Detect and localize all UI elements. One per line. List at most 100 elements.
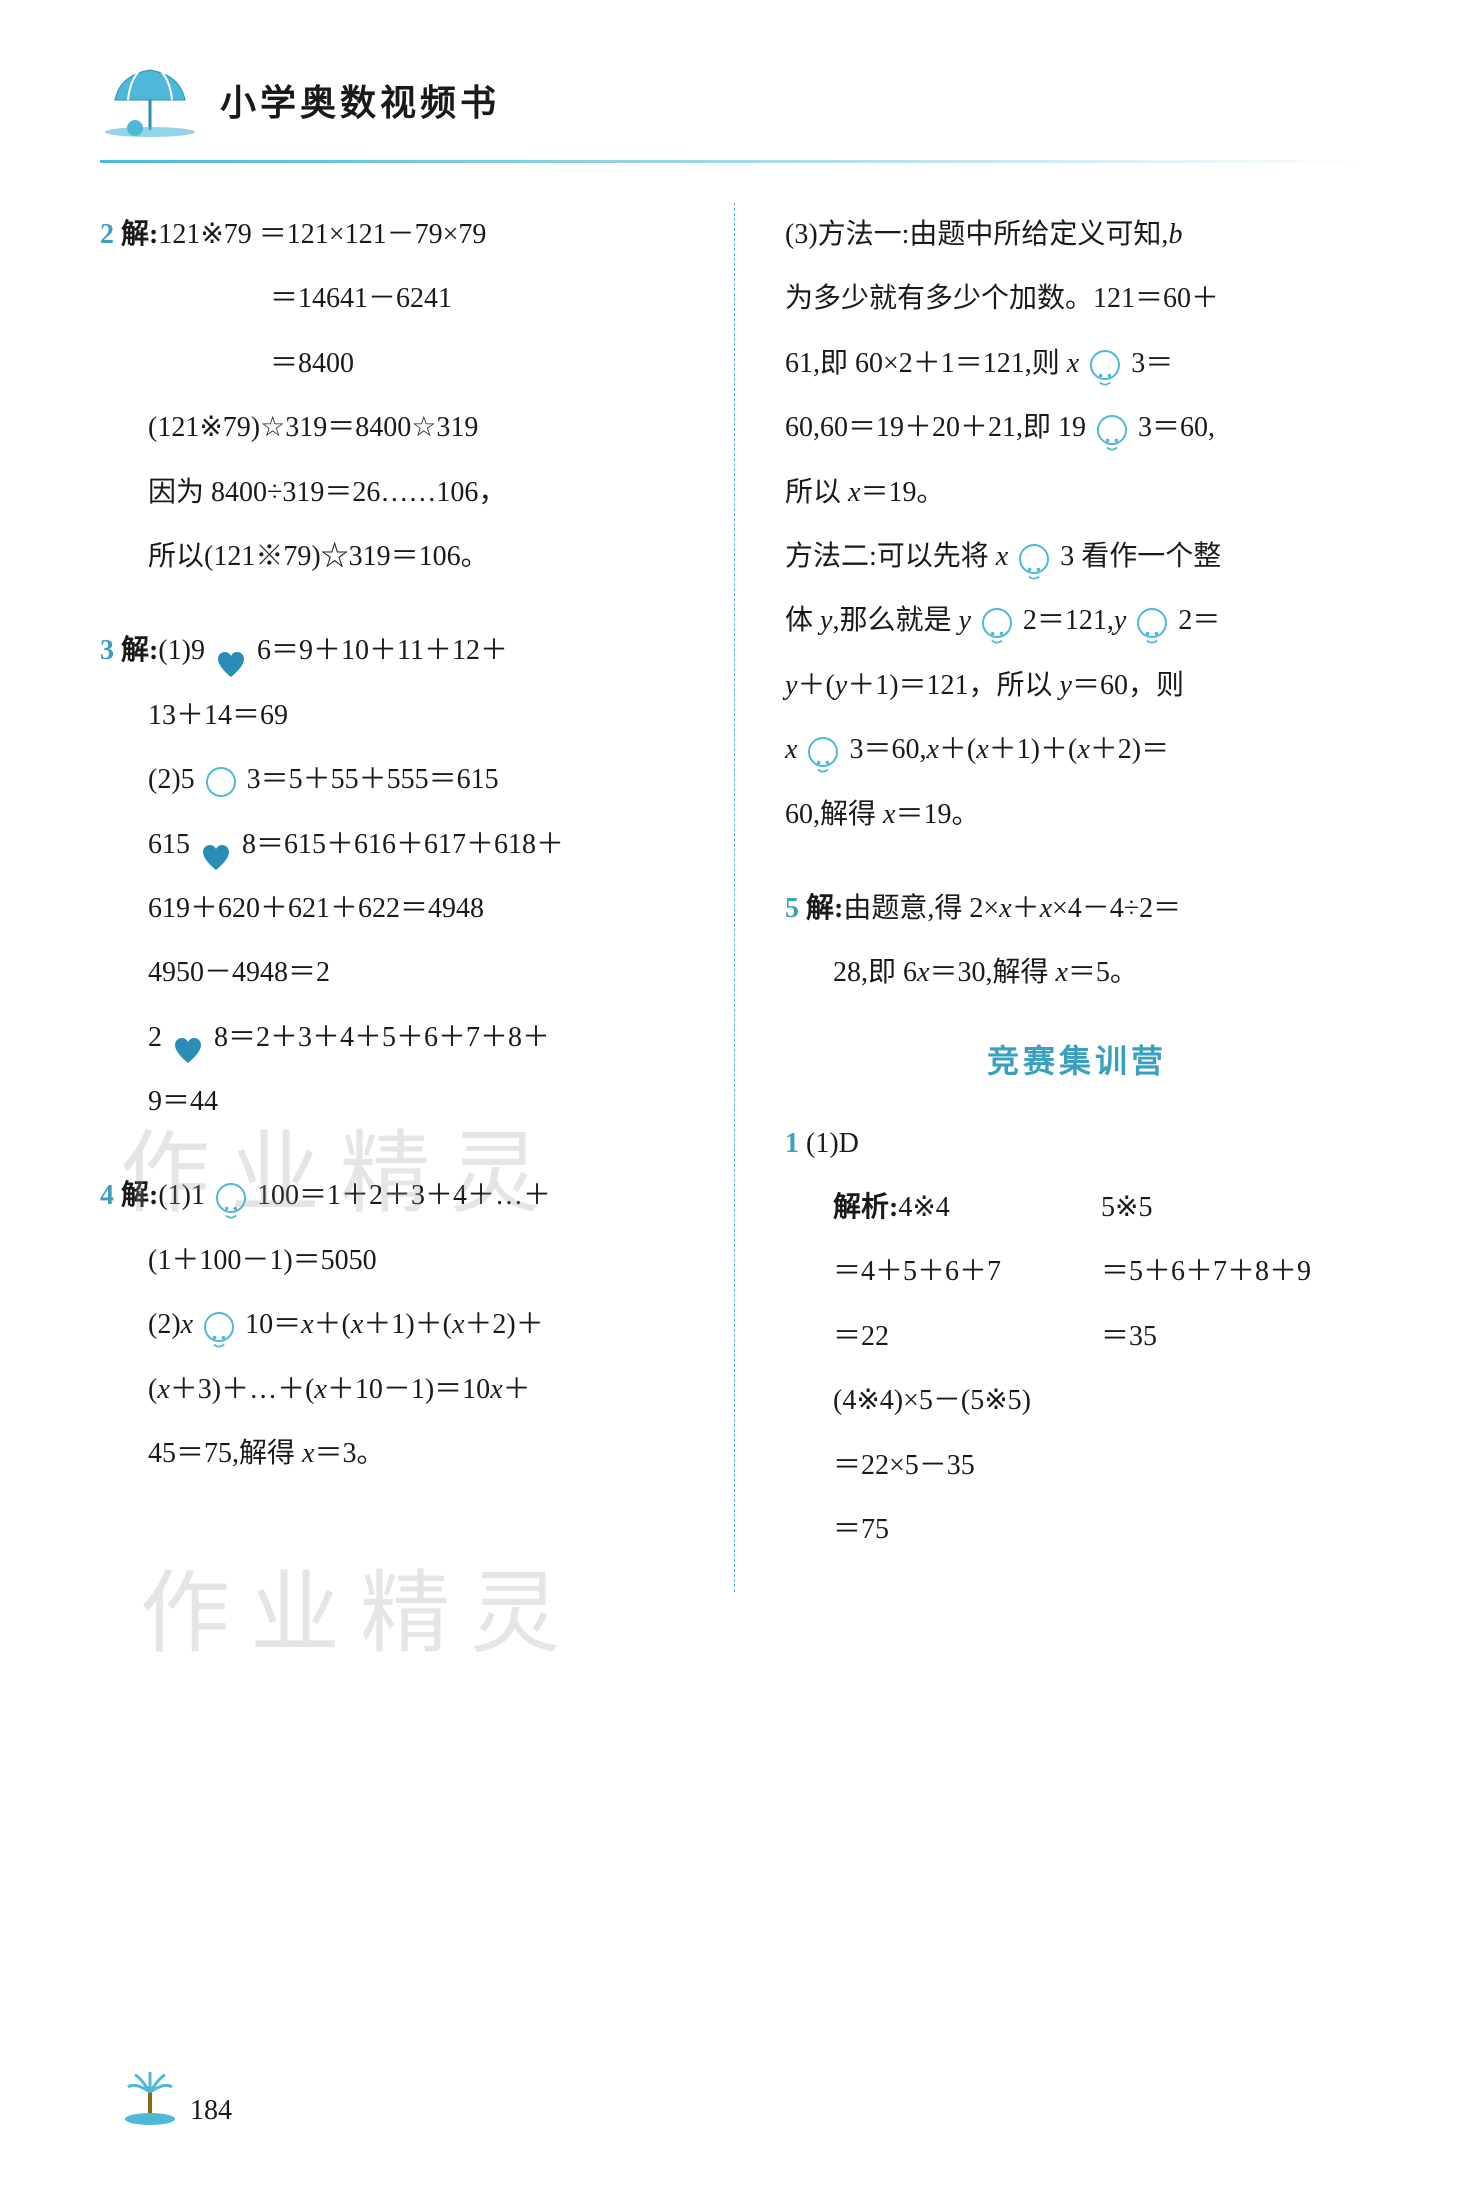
expr: ＝5。	[1068, 957, 1138, 988]
expr: ＝75	[833, 1498, 1369, 1562]
problem-4: 4 解:(1)1 100＝1＋2＋3＋4＋…＋ (1＋100－1)＝5050 (…	[100, 1164, 684, 1486]
expr: (1)1	[158, 1180, 205, 1211]
var-x: x	[1055, 957, 1067, 988]
var-y: y	[958, 605, 970, 636]
expr: ＋(	[314, 1309, 351, 1340]
smiley-icon	[1090, 350, 1120, 380]
expr: 3＝60,	[1138, 412, 1215, 443]
expr: ＝3。	[314, 1438, 384, 1469]
expr: 3＝60,	[849, 734, 926, 765]
expr: 5※5	[1101, 1176, 1369, 1240]
var-y: y	[820, 605, 832, 636]
expr: ＝4＋5＋6＋7	[833, 1240, 1101, 1304]
expr: ＝35	[1101, 1305, 1369, 1369]
expr: 619＋620＋621＋622＝4948	[148, 877, 684, 941]
expr: (	[148, 1374, 157, 1405]
expr: 100＝1＋2＋3＋4＋…＋	[257, 1180, 551, 1211]
problem-label: 解:	[806, 893, 843, 924]
var-x: x	[452, 1309, 464, 1340]
expr: 3 看作一个整	[1060, 541, 1221, 572]
expr: ＝14641－6241	[270, 267, 684, 331]
expr: ＋2)＋	[464, 1309, 543, 1340]
var-x: x	[848, 477, 860, 508]
heart-icon	[173, 1025, 203, 1053]
problem-label: 解:	[121, 1180, 158, 1211]
contest-1: 1 (1)D 解析:4※4 5※5 ＝4＋5＋6＋7 ＝5＋6＋7＋8＋9 ＝2…	[785, 1112, 1369, 1563]
expr: ＝19。	[895, 799, 979, 830]
expr: 所以	[785, 477, 848, 508]
expr: 121※79 ＝121×121－79×79	[158, 219, 486, 250]
expr: 方法二:可以先将	[785, 541, 996, 572]
analysis-label: 解析:	[833, 1192, 898, 1223]
problem-label: 解:	[121, 219, 158, 250]
expr: ＋10－1)＝10	[327, 1374, 490, 1405]
expr: 因为 8400÷319＝26……106，	[148, 461, 684, 525]
expr: (121※79)☆319＝8400☆319	[148, 396, 684, 460]
var-y: y	[835, 670, 847, 701]
expr: ＝30,解得	[929, 957, 1055, 988]
expr: ＋1)＋(	[363, 1309, 452, 1340]
smiley-icon	[808, 737, 838, 767]
var-x: x	[917, 957, 929, 988]
expr: ＋	[503, 1374, 531, 1405]
var-x: x	[999, 893, 1011, 924]
expr: ＝8400	[270, 332, 684, 396]
expr: ＋1)＋(	[989, 734, 1078, 765]
problem-3: 3 解:(1)9 6＝9＋10＋11＋12＋ 13＋14＝69 (2)5 3＝5…	[100, 619, 684, 1134]
var-y: y	[1060, 670, 1072, 701]
var-x: x	[926, 734, 938, 765]
expr: (3)方法一:由题中所给定义可知,	[785, 219, 1168, 250]
smiley-icon	[1137, 608, 1167, 638]
problem-number: 1	[785, 1128, 799, 1159]
expr: 为多少就有多少个加数。121＝60＋	[785, 267, 1369, 331]
right-column: (3)方法一:由题中所给定义可知,b 为多少就有多少个加数。121＝60＋ 61…	[785, 203, 1369, 1592]
section-heading: 竞赛集训营	[785, 1036, 1369, 1082]
expr: ＋(	[939, 734, 976, 765]
heart-icon	[216, 639, 246, 667]
expr: 45＝75,解得	[148, 1438, 302, 1469]
problem-5: 5 解:由题意,得 2×x＋x×4－4÷2＝ 28,即 6x＝30,解得 x＝5…	[785, 877, 1369, 1006]
var-x: x	[490, 1374, 502, 1405]
expr: 28,即 6	[833, 957, 917, 988]
expr: 9＝44	[148, 1070, 684, 1134]
var-x: x	[157, 1374, 169, 1405]
var-x: x	[996, 541, 1008, 572]
problem-label: 解:	[121, 635, 158, 666]
expr: ＋2)＝	[1090, 734, 1169, 765]
expr: ＝22×5－35	[833, 1434, 1369, 1498]
expr: ＋(	[797, 670, 834, 701]
expr: 60,60＝19＋20＋21,即 19	[785, 412, 1086, 443]
var-y: y	[1114, 605, 1126, 636]
expr: (1)9	[158, 635, 205, 666]
expr: ＋1)＝121，所以	[847, 670, 1059, 701]
problem-number: 4	[100, 1180, 114, 1211]
expr: ,那么就是	[832, 605, 958, 636]
var-x: x	[1077, 734, 1089, 765]
var-x: x	[1040, 893, 1052, 924]
expr: ＝5＋6＋7＋8＋9	[1101, 1240, 1369, 1304]
var-b: b	[1168, 219, 1182, 250]
expr: (2)5	[148, 764, 195, 795]
palm-tree-icon	[120, 2067, 180, 2127]
smiley-icon	[204, 1312, 234, 1342]
expr: 8＝615＋616＋617＋618＋	[242, 829, 564, 860]
problem-4-continued: (3)方法一:由题中所给定义可知,b 为多少就有多少个加数。121＝60＋ 61…	[785, 203, 1369, 847]
expr: 2	[148, 1022, 162, 1053]
expr: 615	[148, 829, 190, 860]
column-divider	[734, 203, 735, 1592]
expr: 8＝2＋3＋4＋5＋6＋7＋8＋	[214, 1022, 550, 1053]
smiley-icon	[1097, 415, 1127, 445]
expr: (2)	[148, 1309, 181, 1340]
expr: 4※4	[898, 1192, 949, 1223]
expr: 所以(121※79)☆319＝106。	[148, 525, 684, 589]
left-column: 2 解:121※79 ＝121×121－79×79 ＝14641－6241 ＝8…	[100, 203, 684, 1592]
expr: ×4－4÷2＝	[1052, 893, 1181, 924]
smiley-icon	[216, 1183, 246, 1213]
var-x: x	[785, 734, 797, 765]
expr: (1)D	[806, 1128, 859, 1159]
expr: 3＝5＋55＋555＝615	[247, 764, 499, 795]
page-number: 184	[190, 2095, 232, 2127]
expr: 3＝	[1131, 348, 1173, 379]
var-x: x	[181, 1309, 193, 1340]
expr: ＝22	[833, 1305, 1101, 1369]
